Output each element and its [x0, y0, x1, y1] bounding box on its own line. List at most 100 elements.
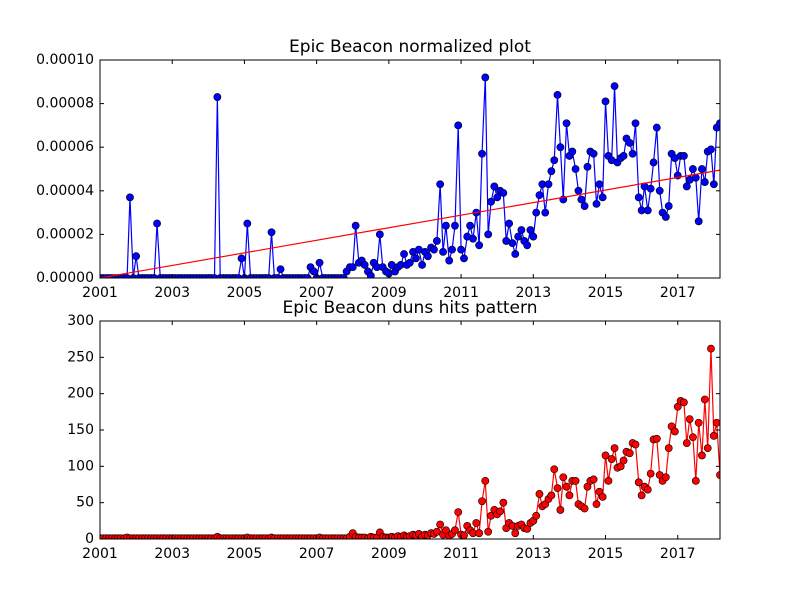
marker	[457, 245, 465, 254]
axes-frame	[99, 59, 721, 279]
marker	[628, 149, 637, 158]
marker	[610, 82, 619, 91]
marker	[643, 206, 652, 215]
marker	[631, 119, 640, 128]
marker	[607, 455, 616, 463]
marker	[451, 221, 459, 230]
marker	[625, 138, 634, 147]
marker	[423, 252, 432, 261]
marker	[698, 451, 706, 460]
x-tick-label: 2001	[82, 285, 118, 301]
y-tick-label: 0.00006	[36, 139, 94, 155]
marker	[664, 444, 673, 453]
marker	[360, 261, 369, 269]
marker	[514, 232, 523, 241]
x-tick-label: 2003	[154, 285, 190, 301]
marker	[556, 143, 565, 152]
marker	[213, 93, 222, 101]
marker	[550, 156, 559, 165]
plot-area	[100, 344, 720, 539]
marker	[478, 149, 486, 158]
marker	[634, 478, 643, 487]
chart-title: Epic Beacon duns hits pattern	[283, 298, 538, 318]
y-tick-label: 200	[67, 386, 94, 402]
x-tick-label: 2013	[515, 546, 551, 562]
y-tick-label: 0.00008	[36, 96, 94, 112]
marker	[472, 519, 481, 527]
marker	[694, 418, 703, 427]
marker	[400, 250, 408, 258]
marker	[649, 158, 658, 167]
marker	[541, 208, 550, 217]
marker	[436, 180, 445, 189]
marker	[445, 256, 454, 265]
marker	[475, 529, 484, 538]
y-tick-label: 250	[67, 349, 94, 365]
marker	[553, 484, 562, 493]
marker	[454, 121, 463, 130]
marker	[535, 490, 544, 498]
x-tick-label: 2017	[660, 546, 696, 562]
marker	[481, 73, 490, 82]
marker	[526, 226, 535, 234]
marker	[348, 263, 357, 271]
marker	[707, 344, 715, 353]
marker	[508, 239, 517, 248]
marker	[442, 221, 450, 230]
marker	[556, 506, 565, 514]
marker	[436, 520, 445, 529]
marker	[670, 427, 679, 436]
marker	[685, 415, 694, 423]
marker	[451, 526, 459, 535]
marker	[478, 497, 486, 506]
marker	[631, 440, 640, 449]
marker	[595, 180, 604, 189]
marker	[433, 237, 441, 245]
marker	[448, 245, 456, 254]
marker	[309, 267, 318, 276]
chart-title: Epic Beacon normalized plot	[289, 37, 531, 57]
marker	[315, 258, 324, 267]
x-tick-label: 2013	[515, 285, 551, 301]
marker	[366, 271, 375, 278]
marker	[484, 230, 493, 239]
marker	[589, 149, 598, 158]
marker	[601, 451, 610, 460]
marker	[276, 265, 285, 274]
marker	[375, 230, 384, 239]
marker	[583, 162, 592, 171]
marker	[237, 254, 246, 263]
x-tick-label: 2007	[299, 546, 335, 562]
marker	[703, 444, 712, 453]
marker	[580, 202, 589, 210]
marker	[574, 186, 583, 195]
marker	[712, 418, 720, 427]
marker	[709, 431, 718, 440]
marker	[664, 202, 673, 210]
marker	[460, 254, 468, 263]
marker	[592, 500, 601, 509]
marker	[499, 189, 508, 197]
series-line	[100, 169, 720, 278]
y-tick-label: 150	[67, 422, 94, 438]
marker	[646, 469, 655, 478]
marker	[553, 90, 562, 99]
marker	[405, 258, 414, 267]
marker	[511, 250, 520, 258]
marker	[132, 252, 141, 261]
marker	[580, 504, 589, 513]
x-tick-label: 2005	[227, 546, 263, 562]
y-tick-label: 100	[67, 458, 94, 474]
marker	[610, 444, 619, 453]
marker	[454, 508, 463, 517]
y-tick-label: 0.00000	[36, 270, 94, 286]
marker	[466, 221, 475, 230]
marker	[351, 221, 360, 230]
marker	[550, 465, 559, 474]
marker	[565, 491, 574, 500]
marker	[592, 199, 601, 208]
marker	[577, 195, 586, 204]
marker	[679, 398, 688, 407]
